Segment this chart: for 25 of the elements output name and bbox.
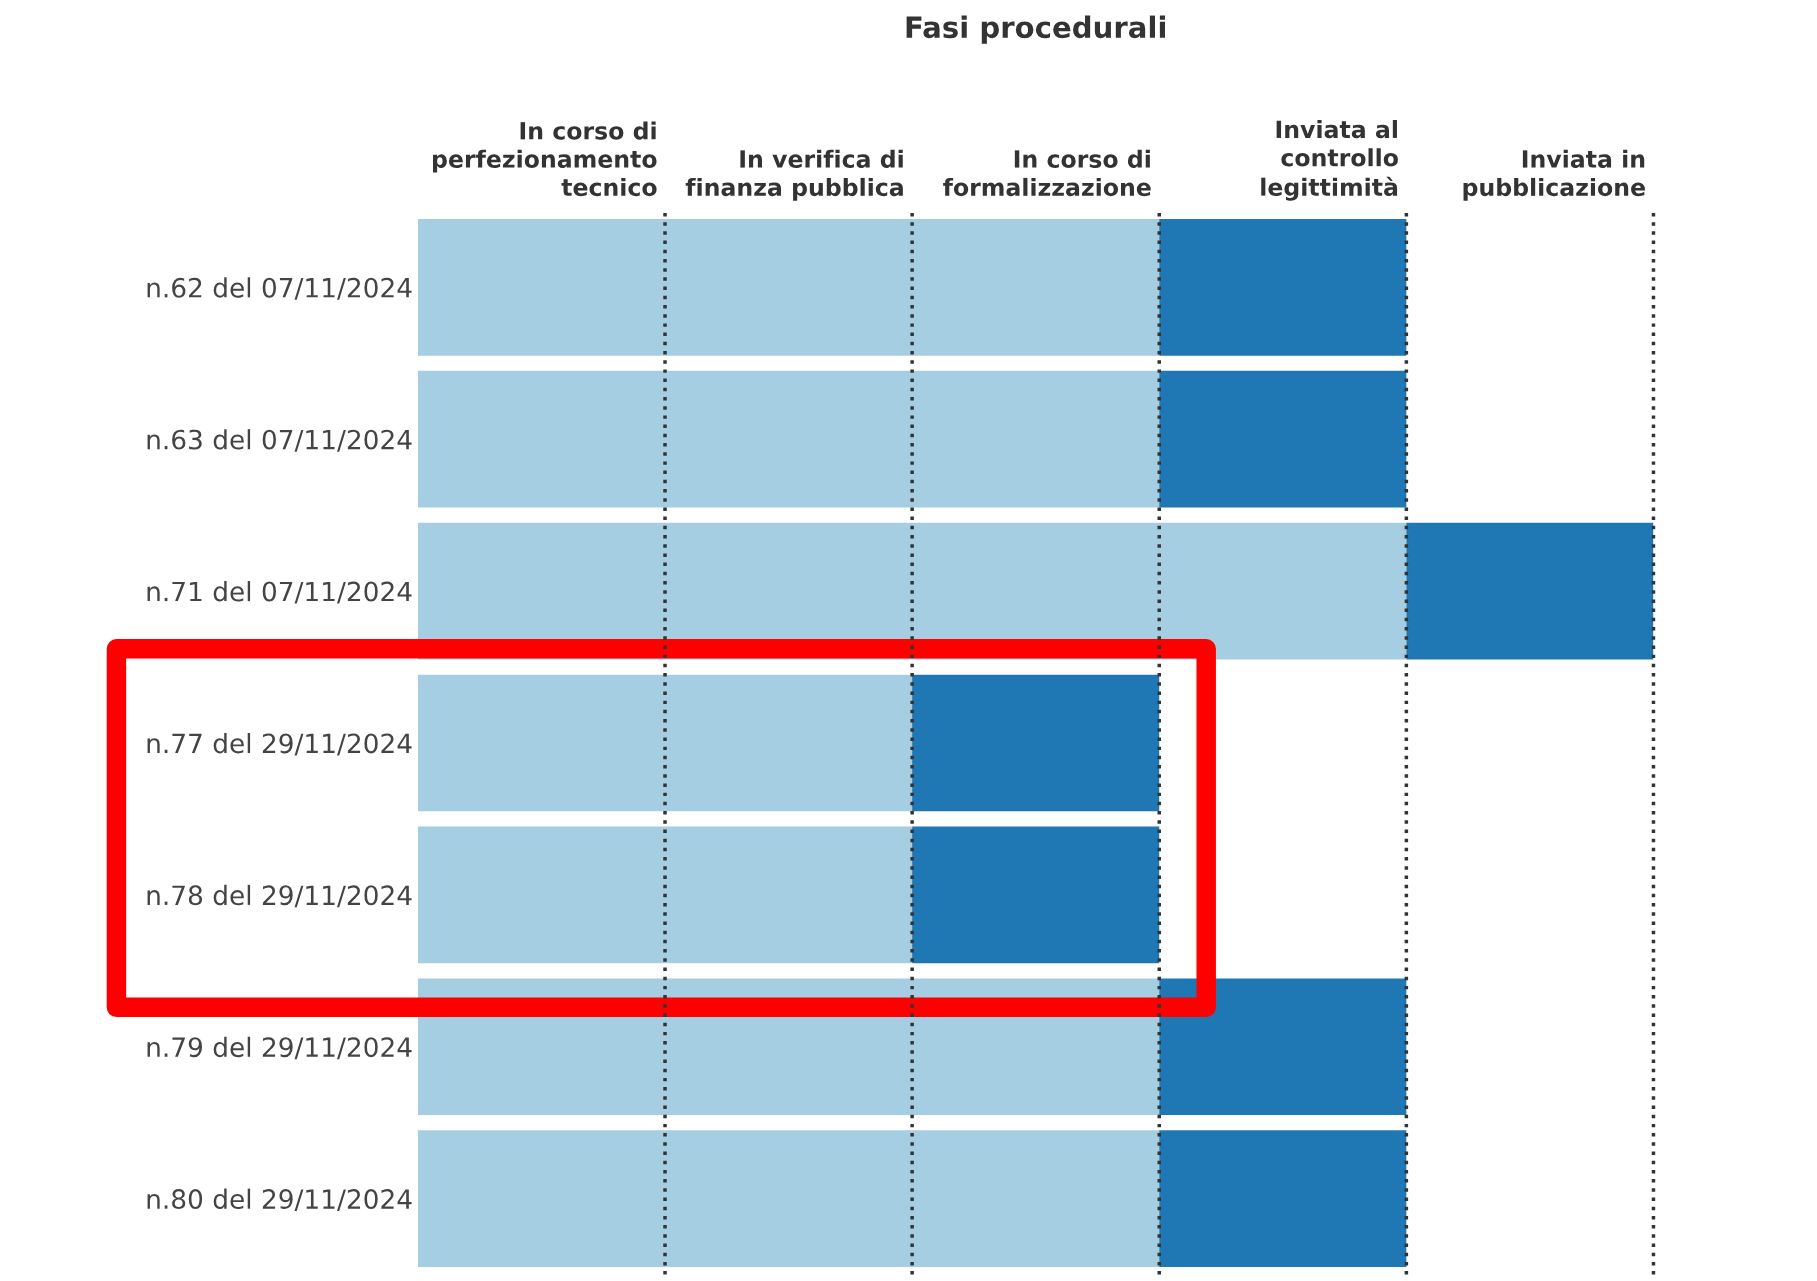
- y-tick-label: n.80 del 29/11/2024: [147, 1188, 412, 1212]
- bar: [912, 826, 1160, 964]
- bar: [417, 218, 1160, 356]
- y-tick-label: n.78 del 29/11/2024: [147, 884, 412, 908]
- chart-title: Fasi procedurali: [906, 15, 1165, 44]
- y-tick-label: n.63 del 07/11/2024: [147, 429, 412, 452]
- y-tick-label: n.77 del 29/11/2024: [147, 732, 412, 756]
- bar: [1159, 978, 1407, 1116]
- bar: [417, 370, 1160, 508]
- y-tick-label: n.62 del 07/11/2024: [147, 277, 412, 300]
- text: Inviata al controllo legittimità: [1261, 120, 1398, 201]
- bar: [417, 674, 913, 812]
- text: Inviata in pubblicazione: [1463, 149, 1645, 201]
- bar: [1159, 370, 1407, 508]
- y-tick-label: n.79 del 29/11/2024: [147, 1036, 412, 1060]
- bar: [1159, 218, 1407, 356]
- bar: [1159, 1130, 1407, 1267]
- bar: [417, 826, 913, 964]
- y-tick-label: n.71 del 07/11/2024: [147, 581, 412, 604]
- bar: [1406, 522, 1654, 660]
- text: In corso di formalizzazione: [943, 149, 1151, 197]
- text: In corso di perfezionamento tecnico: [433, 121, 657, 197]
- bar: [417, 1130, 1160, 1267]
- bar: [912, 674, 1160, 812]
- text: In verifica di finanza pubblica: [685, 149, 903, 201]
